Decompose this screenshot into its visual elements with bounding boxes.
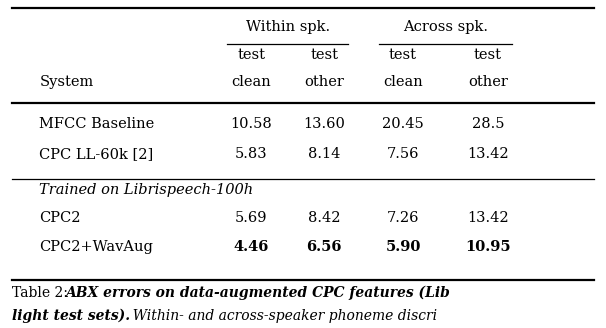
Text: 5.83: 5.83 — [235, 147, 268, 161]
Text: 28.5: 28.5 — [471, 117, 504, 131]
Text: clean: clean — [231, 74, 271, 89]
Text: 8.14: 8.14 — [308, 147, 341, 161]
Text: 13.42: 13.42 — [467, 147, 508, 161]
Text: 7.56: 7.56 — [387, 147, 419, 161]
Text: Within spk.: Within spk. — [246, 20, 330, 34]
Text: CPC LL-60k [2]: CPC LL-60k [2] — [39, 147, 154, 161]
Text: CPC2+WavAug: CPC2+WavAug — [39, 240, 153, 254]
Text: light test sets).: light test sets). — [12, 309, 130, 323]
Text: test: test — [310, 48, 338, 62]
Text: 10.58: 10.58 — [231, 117, 272, 131]
Text: 8.42: 8.42 — [308, 211, 341, 225]
Text: other: other — [304, 74, 344, 89]
Text: test: test — [389, 48, 417, 62]
Text: other: other — [468, 74, 508, 89]
Text: 5.90: 5.90 — [385, 240, 421, 254]
Text: System: System — [39, 74, 94, 89]
Text: 7.26: 7.26 — [387, 211, 419, 225]
Text: MFCC Baseline: MFCC Baseline — [39, 117, 155, 131]
Text: 10.95: 10.95 — [465, 240, 511, 254]
Text: 5.69: 5.69 — [235, 211, 268, 225]
Text: Trained on Librispeech-100h: Trained on Librispeech-100h — [39, 183, 253, 197]
Text: 13.42: 13.42 — [467, 211, 508, 225]
Text: 20.45: 20.45 — [382, 117, 424, 131]
Text: test: test — [238, 48, 265, 62]
Text: test: test — [474, 48, 502, 62]
Text: Across spk.: Across spk. — [403, 20, 488, 34]
Text: Table 2:: Table 2: — [12, 286, 72, 300]
Text: 4.46: 4.46 — [234, 240, 269, 254]
Text: clean: clean — [383, 74, 423, 89]
Text: 6.56: 6.56 — [307, 240, 342, 254]
Text: CPC2: CPC2 — [39, 211, 81, 225]
Text: 13.60: 13.60 — [303, 117, 345, 131]
Text: Within- and across-speaker phoneme discri: Within- and across-speaker phoneme discr… — [124, 309, 438, 323]
Text: ABX errors on data-augmented CPC features (Lib: ABX errors on data-augmented CPC feature… — [65, 286, 450, 300]
